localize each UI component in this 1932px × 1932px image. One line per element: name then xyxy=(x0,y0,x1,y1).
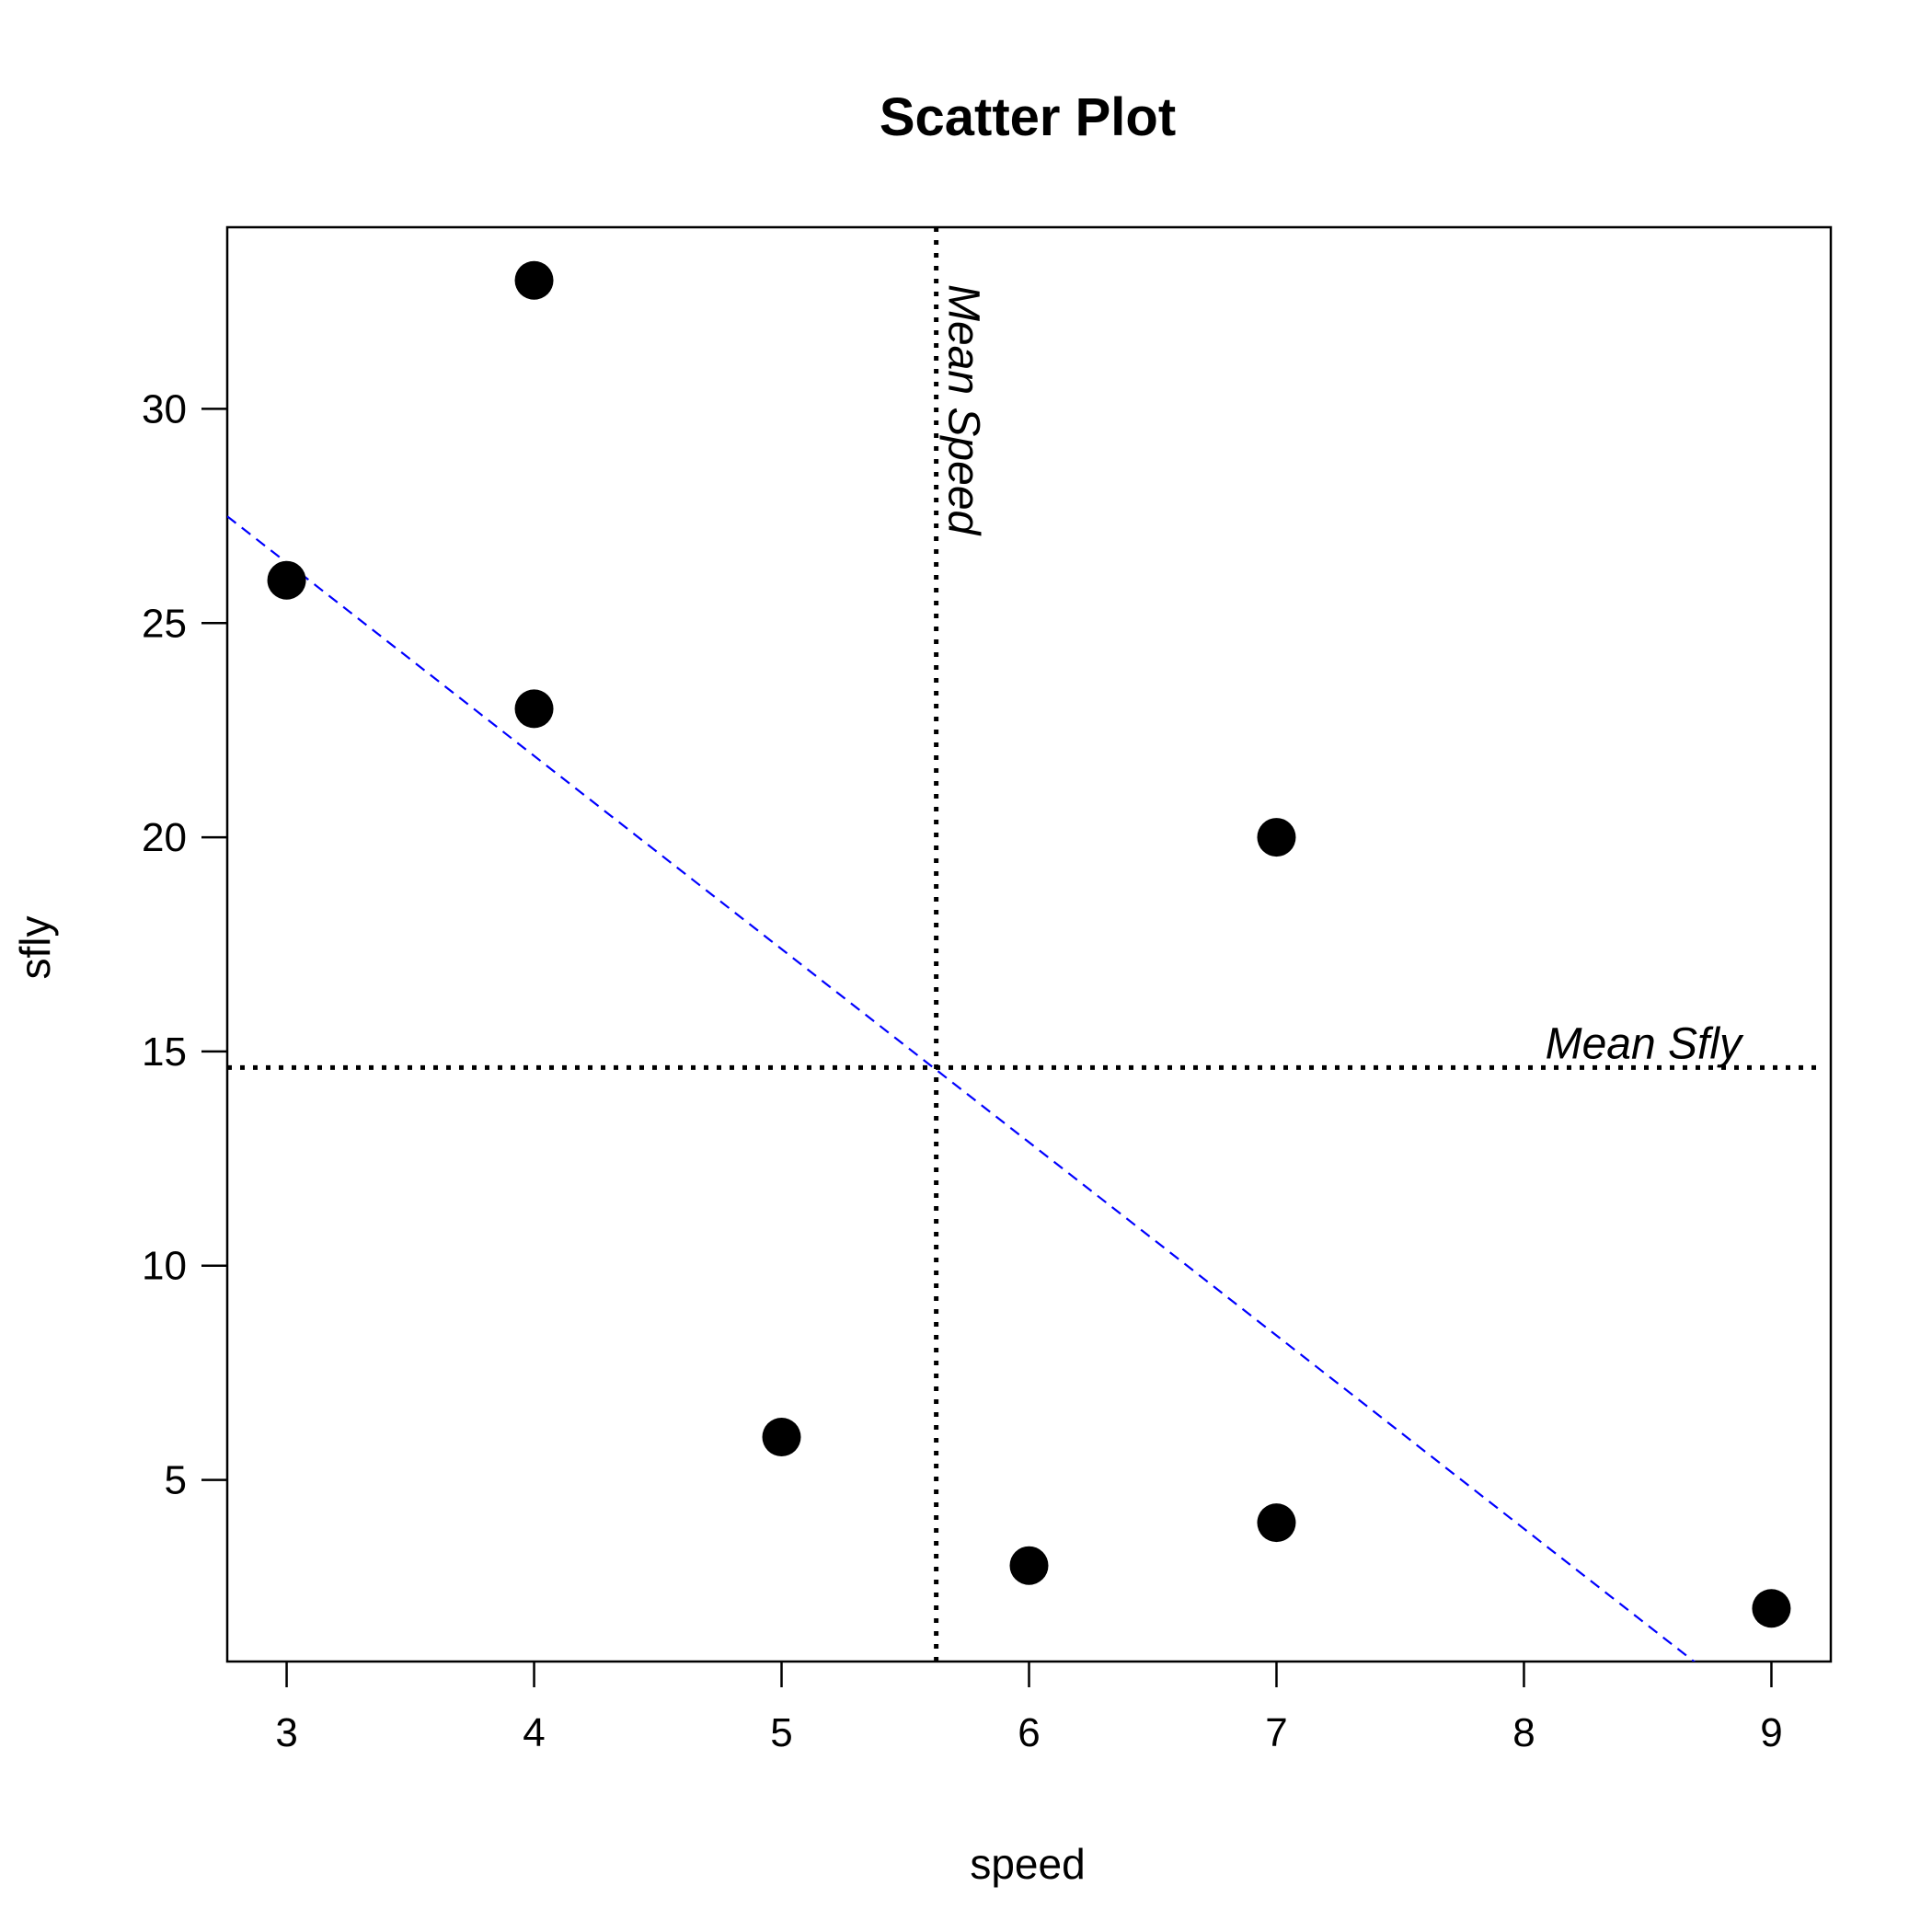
regression-line xyxy=(227,515,1696,1662)
x-axis-label: speed xyxy=(970,1840,1085,1888)
data-point xyxy=(1257,818,1296,857)
x-tick-label: 9 xyxy=(1760,1710,1782,1755)
data-point xyxy=(514,260,554,300)
x-tick-label: 5 xyxy=(770,1710,792,1755)
data-point xyxy=(267,560,306,600)
reference-lines-group: Mean Speed Mean Sfly xyxy=(227,227,1818,1662)
y-tick-label: 30 xyxy=(142,386,187,431)
data-point xyxy=(1009,1546,1049,1585)
y-tick-label: 25 xyxy=(142,601,187,646)
data-point xyxy=(1752,1589,1791,1628)
y-tick-label: 20 xyxy=(142,815,187,860)
mean-sfly-label: Mean Sfly xyxy=(1546,1019,1744,1068)
x-tick-label: 8 xyxy=(1512,1710,1535,1755)
plot-frame xyxy=(225,225,1833,1663)
data-point xyxy=(514,689,554,729)
data-point xyxy=(1257,1503,1296,1543)
x-tick-label: 3 xyxy=(275,1710,297,1755)
axes-group: 3 4 5 6 7 8 9 5 10 15 20 25 30 xyxy=(142,225,1833,1755)
y-tick-label: 10 xyxy=(142,1244,187,1289)
mean-speed-label: Mean Speed xyxy=(939,284,988,536)
y-tick-label: 15 xyxy=(142,1029,187,1075)
x-tick-label: 6 xyxy=(1018,1710,1040,1755)
y-axis-label: sfly xyxy=(11,916,59,980)
y-tick-label: 5 xyxy=(165,1458,187,1503)
data-point xyxy=(762,1417,801,1456)
data-points-group xyxy=(267,260,1791,1628)
x-tick-label: 7 xyxy=(1265,1710,1287,1755)
x-tick-label: 4 xyxy=(523,1710,545,1755)
chart-title: Scatter Plot xyxy=(880,87,1176,147)
